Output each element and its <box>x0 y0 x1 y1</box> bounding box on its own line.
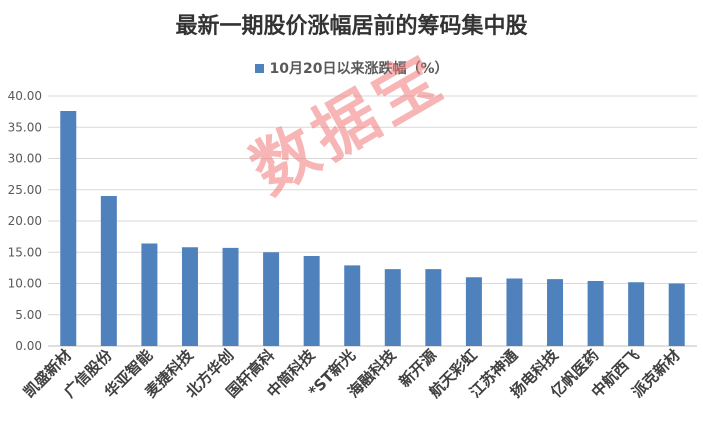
bar <box>141 243 158 346</box>
y-tick-label: 5.00 <box>15 308 42 322</box>
chart-title: 最新一期股价涨幅居前的筹码集中股 <box>175 14 528 39</box>
bar <box>506 278 523 346</box>
bar <box>60 111 77 346</box>
bar <box>628 282 645 346</box>
bar <box>303 256 320 346</box>
chart-legend: 10月20日以来涨跌幅（%） <box>0 58 703 78</box>
bar <box>263 252 280 346</box>
y-tick-label: 20.00 <box>8 214 42 228</box>
bar <box>344 265 361 346</box>
bar <box>587 281 604 346</box>
bar <box>547 279 564 346</box>
bar <box>425 269 442 346</box>
bar <box>384 269 401 346</box>
y-tick-label: 0.00 <box>15 339 42 353</box>
y-tick-label: 35.00 <box>8 120 42 134</box>
y-tick-label: 15.00 <box>8 245 42 259</box>
bar <box>465 277 482 346</box>
y-tick-label: 40.00 <box>8 89 42 103</box>
legend-label: 10月20日以来涨跌幅（%） <box>269 61 449 77</box>
y-tick-label: 10.00 <box>8 277 42 291</box>
bar <box>181 247 198 346</box>
bar <box>668 283 685 346</box>
bar <box>100 196 117 346</box>
legend-swatch <box>254 63 264 73</box>
y-tick-label: 25.00 <box>8 183 42 197</box>
bar <box>222 247 239 346</box>
y-tick-label: 30.00 <box>8 152 42 166</box>
